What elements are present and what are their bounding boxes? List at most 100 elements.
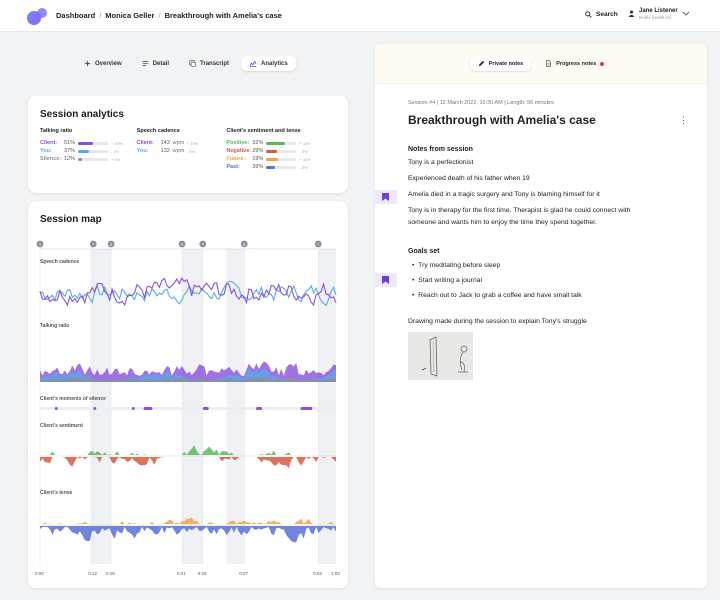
talking-ratio-section: Talking ratio Client: 51% + 10% You: 37% - 2… (40, 128, 137, 171)
row-unit: wpm (172, 148, 185, 154)
alert-dot-icon (600, 61, 605, 66)
sentiment-row: Future: 19% + 10% (226, 155, 336, 163)
tab-transcript[interactable]: Transcript (181, 56, 237, 71)
talking-ratio-row: Silence: 12% + 0% (40, 155, 137, 163)
marker-pin-icon (178, 240, 186, 248)
search-icon (585, 11, 592, 18)
user-org: Noble health inc. (639, 14, 673, 20)
marker-number: 1 (39, 242, 42, 247)
tab-label: Private notes (488, 60, 524, 67)
cadence-row: Client: 143 wpm + 10% (137, 139, 227, 147)
marker-number: 3 (110, 242, 113, 247)
row-label: You: (40, 148, 52, 154)
session-map-shaded-band (318, 249, 336, 564)
session-drawing-image[interactable] (408, 332, 473, 380)
breadcrumb: Dashboard / Monica Geller / Breakthrough… (56, 11, 282, 20)
row-value: 132 (160, 148, 170, 154)
row-value: 51% (64, 140, 76, 146)
goal-text: Reach out to Jack to grab a coffee and h… (418, 292, 582, 299)
note-line: Tony is a perfectionist (408, 159, 474, 166)
sparkle-icon (84, 60, 91, 67)
tense-future-area (40, 517, 336, 524)
marker-number: 4 (181, 242, 184, 247)
marker-number: 7 (317, 242, 320, 247)
marker-pin-icon (240, 240, 248, 248)
row-label: Positive: (226, 140, 250, 146)
session-map-shaded-band (90, 249, 112, 564)
sentiment-section: Client's sentiment and tense Positive: 32… (226, 128, 336, 171)
search-button[interactable]: Search (585, 11, 618, 18)
tab-progress-notes[interactable]: Progress notes (537, 56, 612, 71)
section-title: Speech cadence (136, 128, 180, 134)
row-delta: - 2% (186, 148, 195, 154)
silence-moment (143, 407, 153, 410)
ratio-bar (78, 141, 108, 145)
notes-heading: Notes from session (408, 146, 473, 153)
goal-item: • Try meditating before sleep (412, 262, 500, 269)
tab-label: Overview (95, 60, 122, 67)
marker-number: 2 (92, 242, 95, 247)
tab-detail[interactable]: Detail (134, 56, 177, 71)
breadcrumb-session: Breakthrough with Amelia's case (164, 11, 282, 20)
session-map-shaded-band (182, 249, 203, 564)
chart-icon (249, 60, 257, 67)
session-map-card: Session map 1 2 3 4 5 6 7 Speech cadence Talki… (28, 201, 348, 588)
row-value: 143 (160, 140, 170, 146)
bookmark-icon (382, 276, 389, 284)
bookmark-marker[interactable] (375, 273, 397, 287)
search-label: Search (596, 11, 618, 18)
time-label: 0:12 (88, 571, 98, 576)
session-map-chart: 1 2 3 4 5 6 7 (36, 240, 337, 564)
session-meta: Session #4 | 12 March 2022, 10:30 AM | L… (408, 100, 554, 106)
drawing-caption: Drawing made during the session to expla… (408, 318, 587, 325)
user-name: Jane Listener (639, 8, 678, 14)
app-logo-icon[interactable] (26, 7, 48, 25)
user-menu[interactable]: Jane Listener Noble health inc. (628, 8, 690, 20)
tab-analytics[interactable]: Analytics (241, 56, 296, 71)
sentiment-negative-area (40, 457, 336, 469)
sentiment-row: Negative: 29% - 3% (226, 147, 336, 155)
chevron-down-icon (682, 11, 690, 16)
marker-number: 5 (202, 242, 205, 247)
row-label: Silence: (40, 156, 62, 162)
row-value: 12% (64, 156, 76, 162)
breadcrumb-separator: / (99, 11, 102, 20)
goal-item: • Reach out to Jack to grab a coffee and… (412, 292, 582, 299)
ratio-bar (78, 149, 108, 153)
sentiment-bar (266, 157, 297, 161)
row-label: Client: (40, 140, 58, 146)
cadence-row: You: 132 wpm - 2% (137, 147, 227, 155)
time-label: 0:00 (35, 571, 44, 576)
row-value: 39% (252, 164, 264, 170)
note-line: someone and wants him to enjoy the time … (408, 219, 597, 226)
breadcrumb-client[interactable]: Monica Geller (105, 11, 155, 20)
drawing-sketch (421, 336, 468, 377)
breadcrumb-more-icon[interactable]: ⋮ (274, 9, 283, 19)
speech-cadence-section: Speech cadence Client: 143 wpm + 10% You: 13… (137, 128, 227, 171)
note-line: Amelia died in a tragic surgery and Tony… (408, 191, 600, 198)
more-options-icon[interactable]: ⋮ (679, 115, 688, 125)
row-delta: + 0% (111, 156, 121, 162)
tab-overview[interactable]: Overview (76, 56, 130, 71)
track-label-tense: Client's tense (40, 490, 73, 496)
row-unit: wpm (172, 140, 185, 146)
breadcrumb-separator: / (158, 11, 161, 20)
sentiment-bar-fill (266, 165, 276, 169)
tense-past-area (40, 526, 336, 543)
sentiment-bar (266, 141, 297, 145)
goal-item: • Start writing a journal (412, 277, 482, 284)
sentiment-row: Past: 39% - 3% (226, 163, 336, 171)
bookmark-marker[interactable] (375, 190, 397, 204)
ratio-bar-fill (78, 141, 94, 145)
row-delta: + 10% (111, 140, 123, 146)
row-value: 19% (252, 156, 264, 162)
goal-text: Start writing a journal (418, 277, 483, 284)
tab-private-notes[interactable]: Private notes (469, 56, 532, 71)
time-label: 0:18 (106, 571, 115, 576)
card-title: Session analytics (40, 109, 124, 120)
row-label: You: (136, 148, 149, 154)
marker-number: 6 (243, 242, 246, 247)
sentiment-bar-fill (266, 141, 285, 145)
breadcrumb-dashboard[interactable]: Dashboard (56, 11, 96, 20)
row-value: 37% (64, 148, 76, 154)
